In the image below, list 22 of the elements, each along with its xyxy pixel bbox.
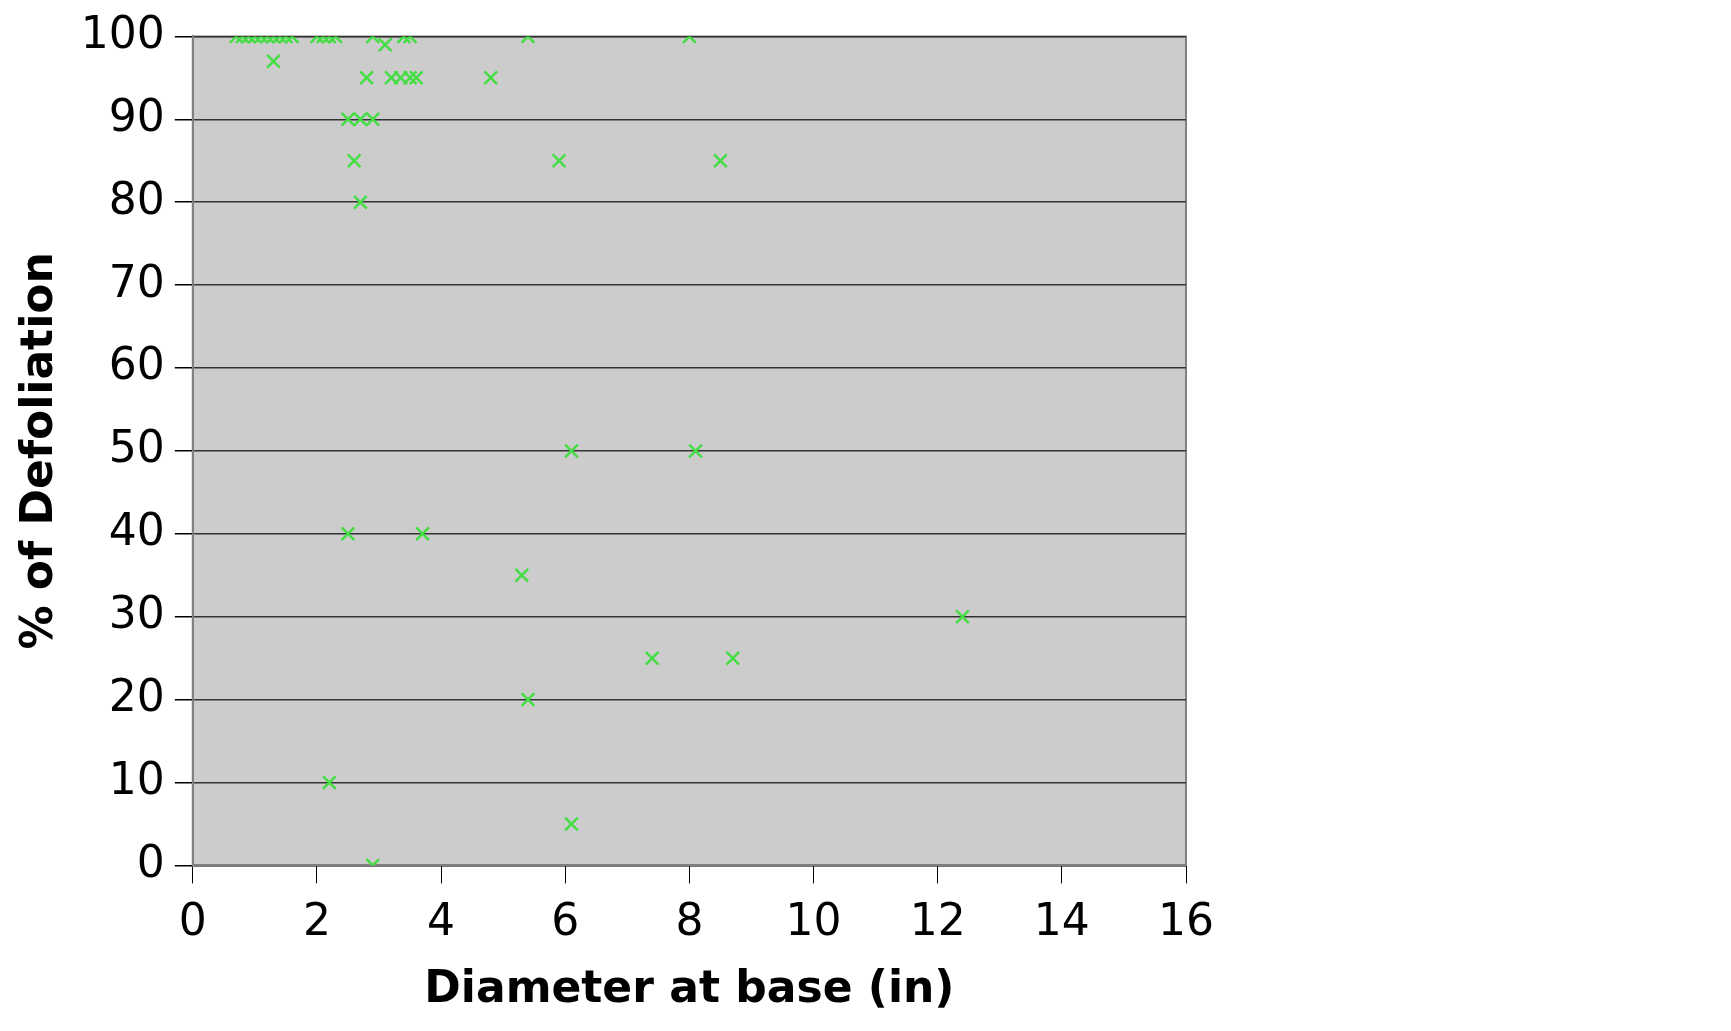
x-tick-label: 8 [675,894,704,946]
y-tick-label: 10 [108,752,165,804]
y-tick-label: 100 [80,6,165,58]
x-tick-label: 4 [427,894,456,946]
x-tick-label: 10 [785,894,842,946]
x-axis-title: Diameter at base (in) [424,961,955,1013]
y-axis-title: % of Defoliation [10,252,62,650]
x-tick-label: 0 [178,894,207,946]
y-tick-label: 60 [108,338,165,390]
x-tick-label: 16 [1158,894,1214,946]
x-tick-label: 2 [302,894,331,946]
y-tick-label: 70 [108,255,165,307]
x-tick-label: 14 [1033,894,1090,946]
y-tick-label: 90 [108,89,165,141]
y-tick-label: 0 [136,835,165,887]
y-tick-label: 20 [108,670,165,722]
x-tick-label: 12 [909,894,966,946]
y-tick-label: 40 [108,504,165,556]
y-tick-label: 30 [108,587,165,639]
y-tick-label: 50 [108,421,165,473]
y-tick-label: 80 [108,172,165,224]
x-tick-label: 6 [551,894,580,946]
